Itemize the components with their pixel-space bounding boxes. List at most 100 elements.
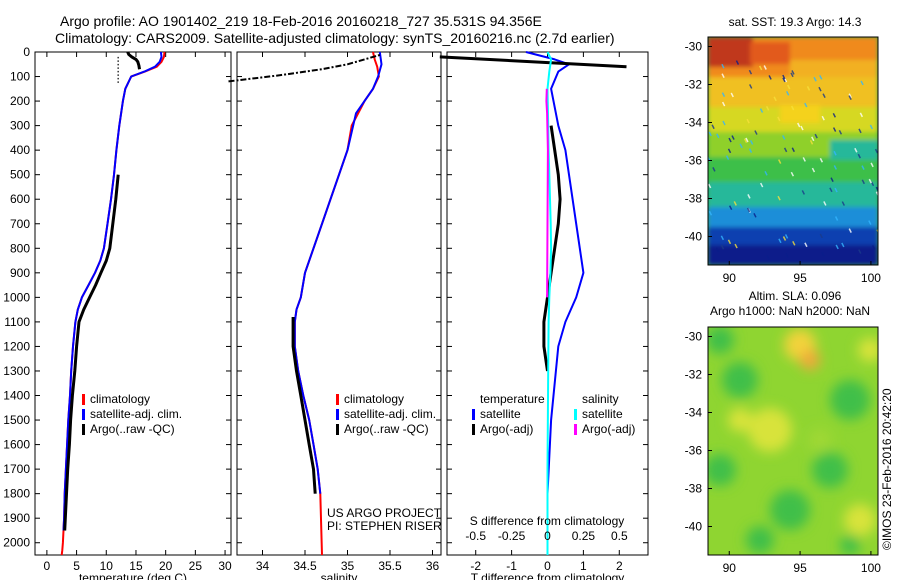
diff-temperature-legend-label: temperature — [480, 392, 545, 406]
difference-series-satellite — [546, 51, 553, 555]
temperature-series-satellite-adj-clim- — [62, 51, 163, 531]
sst-speckle — [783, 147, 788, 153]
sst-speckle — [841, 242, 845, 248]
sst-speckle — [861, 165, 865, 170]
depth-tick-label: 1800 — [3, 487, 30, 501]
sst-speckle — [784, 234, 789, 239]
header-line-2: Climatology: CARS2009. Satellite-adjuste… — [55, 30, 615, 46]
salinity-plot-frame — [236, 51, 442, 556]
depth-tick-label: 200 — [10, 94, 30, 108]
sst-speckle — [848, 93, 852, 99]
sla-blob — [830, 380, 870, 420]
diff-temperature-legend-label: Argo(-adj) — [480, 422, 533, 436]
temperature-legend-swatch — [82, 394, 85, 405]
salinity-panel: 34 34.5 35 35.5 36 salinity US ARGO PROJECTPI:… — [228, 51, 442, 580]
sst-map-xtick-label: 100 — [861, 271, 881, 285]
sst-speckle — [782, 236, 787, 241]
sst-speckle — [708, 183, 712, 189]
sst-speckle — [821, 251, 825, 257]
sst-speckle — [792, 240, 796, 246]
temperature-legend-swatch — [82, 409, 85, 420]
sst-speckle — [787, 84, 791, 90]
sst-speckle — [801, 190, 806, 195]
diff-temperature-legend-swatch — [472, 424, 475, 435]
sst-speckle — [833, 165, 838, 170]
sst-speckle — [832, 113, 837, 118]
sst-speckle — [721, 101, 726, 107]
salinity-legend-swatch — [336, 394, 339, 405]
sst-speckle — [735, 60, 740, 65]
depth-tick-label: 0 — [23, 45, 30, 59]
sla-blob — [800, 350, 820, 370]
sst-speckle — [819, 74, 823, 80]
diff-salinity-legend-swatch — [574, 424, 577, 435]
sst-speckle — [822, 93, 826, 99]
depth-tick-label: 800 — [10, 241, 30, 255]
sst-speckle — [782, 77, 786, 83]
sla-map-ytick-label: -32 — [685, 368, 703, 382]
temperature-xtick-label: 5 — [73, 559, 80, 573]
sst-map-ytick-label: -36 — [685, 154, 703, 168]
sst-speckle — [730, 92, 734, 98]
sst-speckle — [785, 90, 790, 96]
sla-blob — [844, 504, 876, 536]
depth-tick-label: 900 — [10, 266, 30, 280]
salinity-series-argo-raw-qc- — [228, 53, 382, 83]
sst-speckle — [875, 191, 878, 197]
sdiff-axis-label: S difference from climatology — [470, 514, 625, 528]
sla-blob — [748, 408, 792, 452]
salinity-legend-label: Argo(..raw -QC) — [344, 422, 429, 436]
sst-speckle — [708, 131, 712, 137]
salinity-legend-label: satellite-adj. clim. — [344, 407, 436, 421]
salinity-legend-label: climatology — [344, 392, 404, 406]
sst-map-title: sat. SST: 19.3 Argo: 14.3 — [729, 15, 862, 29]
temperature-panel: 0 5 10 15 20 25 300100200300400500600700800900… — [3, 45, 232, 580]
sdiff-tick-label: 0 — [544, 529, 551, 543]
sla-map-title-1: Altim. SLA: 0.096 — [749, 289, 842, 303]
sst-speckle — [720, 235, 725, 241]
sst-speckle — [811, 167, 816, 173]
sdiff-tick-label: -0.25 — [498, 529, 526, 543]
salinity-xtick-label: 34.5 — [293, 559, 317, 573]
temperature-xtick-label: 20 — [159, 559, 173, 573]
sst-speckle — [745, 137, 749, 143]
sst-speckle — [746, 118, 750, 124]
sst-speckle — [804, 242, 808, 248]
sst-speckle — [773, 96, 777, 102]
temperature-legend-label: Argo(..raw -QC) — [90, 422, 175, 436]
sst-speckle — [743, 138, 748, 144]
sst-map-ytick-label: -32 — [685, 78, 703, 92]
sst-speckle — [832, 127, 837, 132]
sst-speckle — [804, 102, 808, 108]
sst-speckle — [782, 74, 786, 80]
header-line-1: Argo profile: AO 1901402_219 18-Feb-2016… — [60, 13, 542, 29]
sst-speckle — [809, 140, 814, 145]
temperature-xlabel: temperature (deg C) — [79, 571, 187, 580]
sst-speckle — [869, 124, 874, 130]
depth-tick-label: 400 — [10, 143, 30, 157]
sst-speckle — [819, 233, 823, 239]
imos-credit: ©IMOS 23-Feb-2016 20:42:20 — [880, 388, 894, 550]
sdiff-tick-label: -0.5 — [465, 529, 486, 543]
sst-map-speckles — [708, 60, 878, 260]
sst-speckle — [859, 112, 864, 118]
sst-speckle — [871, 245, 876, 250]
sst-speckle — [759, 108, 764, 113]
difference-xtick-label: 1 — [580, 559, 587, 573]
sst-speckle — [868, 220, 872, 225]
sst-speckle — [813, 76, 817, 82]
depth-tick-label: 1000 — [3, 290, 30, 304]
sst-speckle — [860, 80, 864, 86]
sst-speckle — [766, 255, 770, 260]
sla-map-title-2: Argo h1000: NaN h2000: NaN — [710, 304, 870, 318]
sst-speckle — [765, 106, 770, 111]
sst-speckle — [834, 216, 839, 221]
depth-tick-label: 1200 — [3, 339, 30, 353]
sst-speckle — [759, 182, 764, 188]
difference-xtick-label: -2 — [470, 559, 481, 573]
sst-speckle — [854, 147, 858, 153]
temperature-legend-label: climatology — [90, 392, 150, 406]
sst-speckle — [782, 135, 786, 140]
sla-map-ytick-label: -36 — [685, 444, 703, 458]
